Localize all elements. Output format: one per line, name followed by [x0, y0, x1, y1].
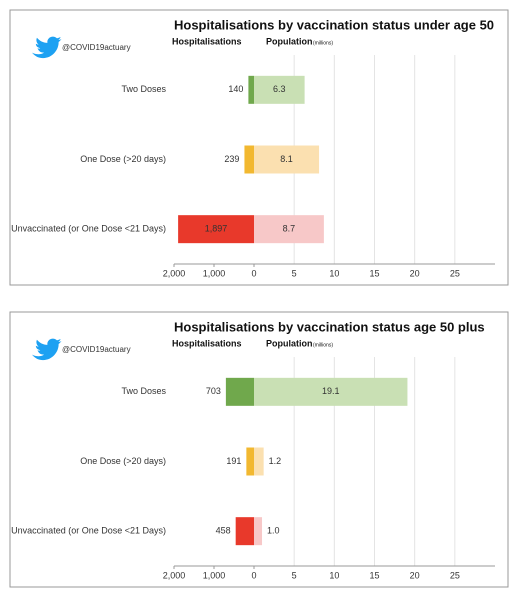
x2-tick-label: 5 — [292, 268, 297, 278]
x-tick-label: 0 — [251, 268, 256, 278]
series-header: Population — [266, 36, 313, 46]
bar — [178, 215, 254, 244]
bar — [235, 517, 254, 546]
unit-label: (millions) — [313, 40, 333, 46]
bar — [246, 447, 254, 476]
value-label: 8.7 — [283, 224, 296, 234]
value-label: 191 — [226, 456, 241, 466]
x2-tick-label: 25 — [450, 570, 460, 580]
bar — [254, 447, 264, 476]
bar — [254, 517, 263, 546]
value-label: 703 — [206, 386, 221, 396]
x2-tick-label: 25 — [450, 268, 460, 278]
value-label: 1.2 — [269, 456, 282, 466]
value-label: 8.1 — [280, 154, 293, 164]
twitter-logo — [32, 338, 62, 361]
bar — [248, 75, 254, 104]
twitter-logo — [32, 36, 62, 59]
chart-title: Hospitalisations by vaccination status u… — [174, 17, 494, 32]
x-tick-label: 1,000 — [203, 570, 226, 580]
x2-tick-label: 15 — [369, 570, 379, 580]
bar — [254, 75, 305, 104]
value-label: 239 — [224, 154, 239, 164]
x2-tick-label: 15 — [369, 268, 379, 278]
x-tick-label: 1,000 — [203, 268, 226, 278]
value-label: 1,897 — [205, 224, 228, 234]
x2-tick-label: 20 — [410, 570, 420, 580]
bar — [254, 377, 408, 406]
x2-tick-label: 10 — [329, 268, 339, 278]
value-label: 6.3 — [273, 84, 286, 94]
series-header: Hospitalisations — [172, 36, 242, 46]
value-label: 19.1 — [322, 386, 340, 396]
x-tick-label: 2,000 — [163, 268, 186, 278]
bar — [244, 145, 254, 174]
x-tick-label: 0 — [251, 570, 256, 580]
x2-tick-label: 20 — [410, 268, 420, 278]
handle: @COVID19actuary — [62, 345, 131, 354]
value-label: 1.0 — [267, 526, 280, 536]
chart-title: Hospitalisations by vaccination status a… — [174, 319, 485, 334]
category-label: One Dose (>20 days) — [80, 154, 166, 164]
category-label: Unvaccinated (or One Dose <21 Days) — [11, 224, 166, 234]
x2-tick-label: 10 — [329, 570, 339, 580]
category-label: One Dose (>20 days) — [80, 456, 166, 466]
value-label: 140 — [228, 84, 243, 94]
bar — [254, 145, 320, 174]
category-label: Unvaccinated (or One Dose <21 Days) — [11, 526, 166, 536]
handle: @COVID19actuary — [62, 43, 131, 52]
unit-label: (millions) — [313, 342, 333, 348]
x2-tick-label: 5 — [292, 570, 297, 580]
x-tick-label: 2,000 — [163, 570, 186, 580]
bar — [225, 377, 254, 406]
value-label: 458 — [216, 526, 231, 536]
series-header: Hospitalisations — [172, 338, 242, 348]
category-label: Two Doses — [121, 386, 166, 396]
bar — [254, 215, 324, 244]
series-header: Population — [266, 338, 313, 348]
category-label: Two Doses — [121, 84, 166, 94]
